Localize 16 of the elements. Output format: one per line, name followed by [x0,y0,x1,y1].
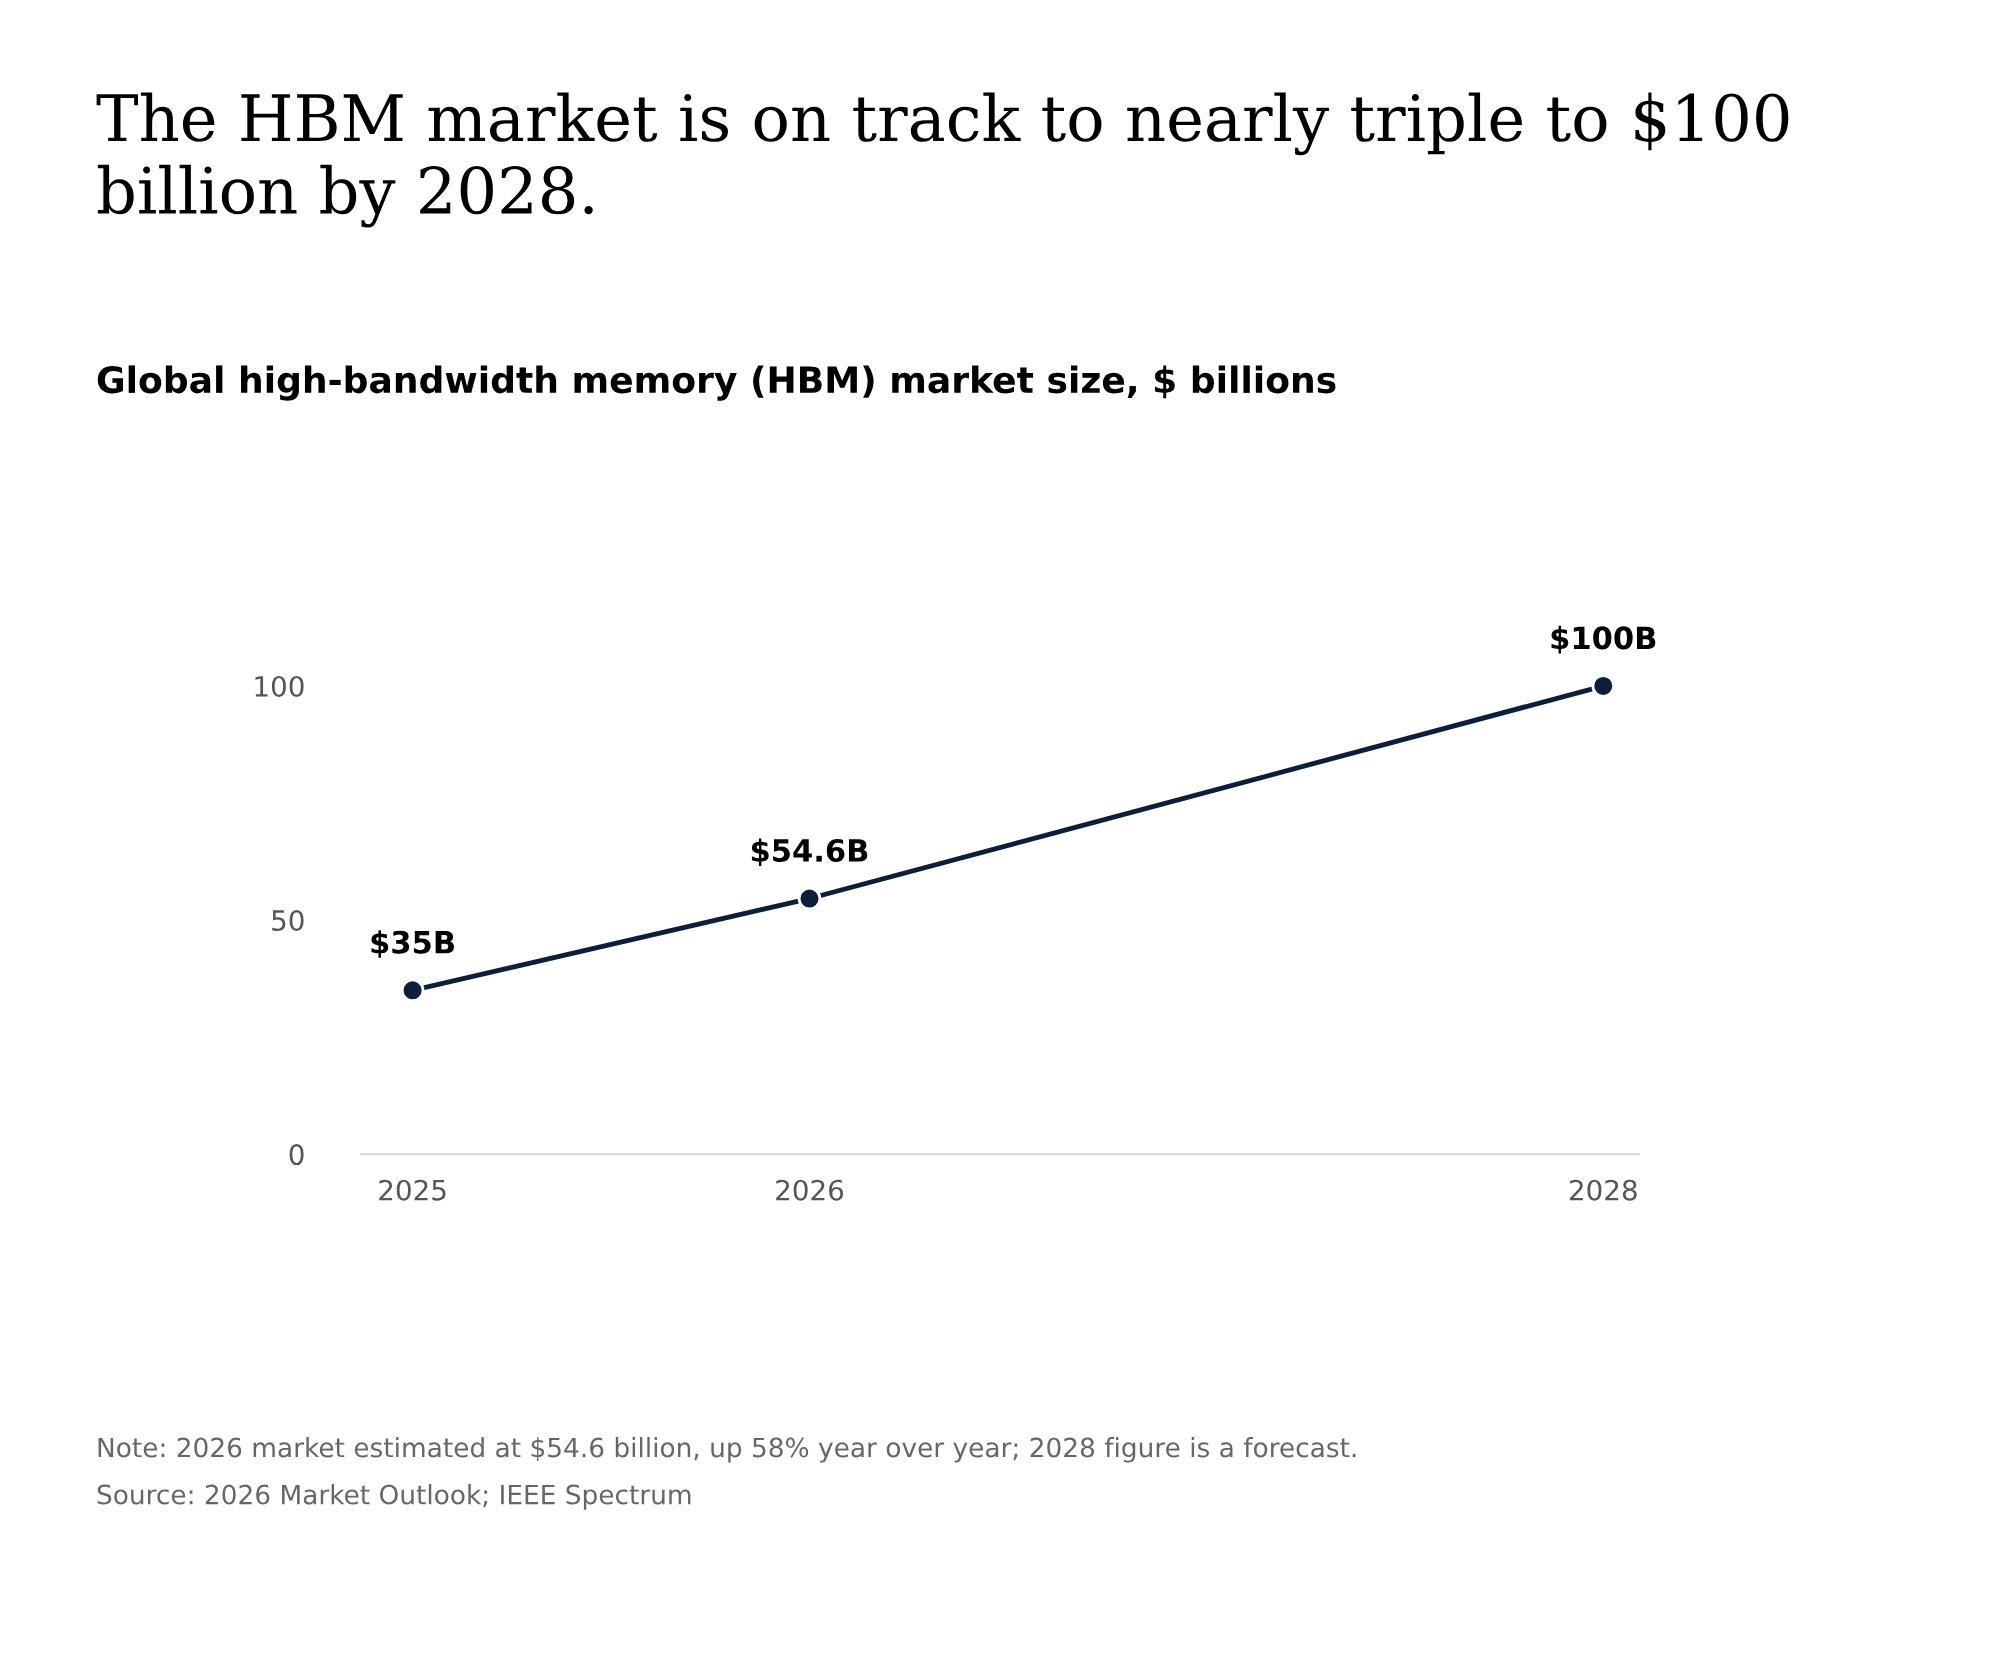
x-tick-label: 2026 [776,1179,844,1201]
y-tick-label: 0 [289,1144,304,1166]
point [400,978,425,1003]
point [797,886,822,911]
chart-subtitle: Global high-bandwidth memory (HBM) market size, $ billions [97,365,1336,401]
text: Note: 2026 market estimated at $54.6 billion, up 58% year over year; 2028 figure is a forecast. [98,1437,1356,1463]
point [1591,674,1616,698]
x-tick-label: 2028 [1569,1179,1637,1201]
chart-title: The HBM market is on track to nearly triple to $100 billion by 2028. [96,92,1789,228]
y-tick-label: 50 [272,909,304,931]
data-label: $35B [371,930,454,958]
data-label: $54.6B [751,838,868,867]
y-tick-label: 100 [255,675,304,697]
x-tick-label: 2025 [379,1179,446,1201]
source-note: Source: 2026 Market Outlook; IEEE Spectrum [97,1484,691,1510]
data-label: $100B [1551,625,1656,654]
